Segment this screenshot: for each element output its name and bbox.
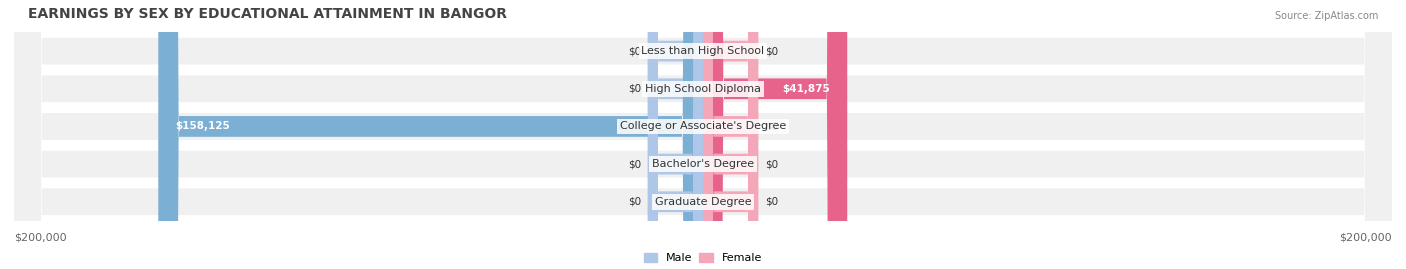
FancyBboxPatch shape	[703, 0, 758, 269]
FancyBboxPatch shape	[648, 0, 703, 269]
Text: High School Diploma: High School Diploma	[645, 84, 761, 94]
Text: $0: $0	[628, 159, 641, 169]
Text: $0: $0	[628, 84, 641, 94]
FancyBboxPatch shape	[648, 0, 703, 269]
Text: Source: ZipAtlas.com: Source: ZipAtlas.com	[1275, 11, 1378, 21]
Text: College or Associate's Degree: College or Associate's Degree	[620, 121, 786, 132]
Text: $0: $0	[628, 46, 641, 56]
Text: $0: $0	[765, 46, 778, 56]
Text: $200,000: $200,000	[1340, 233, 1392, 243]
FancyBboxPatch shape	[14, 0, 1392, 269]
FancyBboxPatch shape	[648, 0, 703, 269]
Text: $200,000: $200,000	[14, 233, 66, 243]
FancyBboxPatch shape	[159, 0, 703, 269]
Text: Bachelor's Degree: Bachelor's Degree	[652, 159, 754, 169]
Text: $0: $0	[765, 121, 778, 132]
Text: EARNINGS BY SEX BY EDUCATIONAL ATTAINMENT IN BANGOR: EARNINGS BY SEX BY EDUCATIONAL ATTAINMEN…	[28, 7, 506, 21]
Text: Less than High School: Less than High School	[641, 46, 765, 56]
FancyBboxPatch shape	[14, 0, 1392, 269]
FancyBboxPatch shape	[703, 0, 758, 269]
Text: $158,125: $158,125	[176, 121, 231, 132]
FancyBboxPatch shape	[703, 0, 758, 269]
FancyBboxPatch shape	[703, 0, 848, 269]
FancyBboxPatch shape	[703, 0, 758, 269]
Legend: Male, Female: Male, Female	[640, 249, 766, 268]
Text: $41,875: $41,875	[782, 84, 830, 94]
FancyBboxPatch shape	[14, 0, 1392, 269]
FancyBboxPatch shape	[14, 0, 1392, 269]
Text: Graduate Degree: Graduate Degree	[655, 197, 751, 207]
FancyBboxPatch shape	[14, 0, 1392, 269]
FancyBboxPatch shape	[648, 0, 703, 269]
Text: $0: $0	[628, 197, 641, 207]
Text: $0: $0	[765, 197, 778, 207]
Text: $0: $0	[765, 159, 778, 169]
